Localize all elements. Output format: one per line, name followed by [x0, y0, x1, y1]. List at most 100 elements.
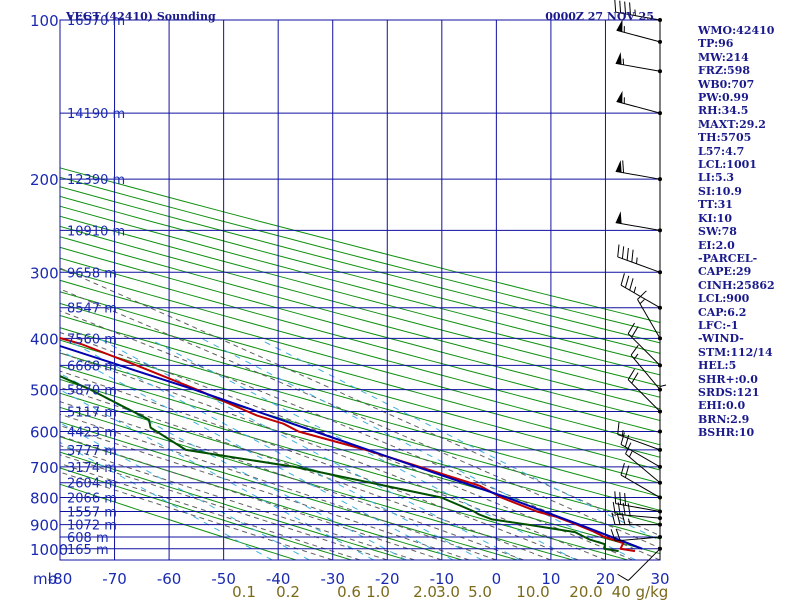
mixing-ratio-label: 0.2 [276, 583, 300, 600]
temperature-tick-label: -10 [430, 570, 455, 588]
pressure-tick-label: 500 [30, 382, 59, 400]
wind-barb-pennant [616, 19, 623, 32]
temperature-tick-label: 20 [596, 570, 615, 588]
index-item: RH:34.5 [698, 104, 749, 118]
mixing-ratio-line [148, 337, 577, 560]
index-item: TH:5705 [698, 131, 752, 145]
pressure-tick-label: 900 [30, 517, 59, 535]
temperature-trace [60, 336, 636, 553]
wind-barb-pennant [615, 211, 622, 224]
height-label: 5870 m [67, 384, 117, 399]
pressure-tick-label: 700 [30, 459, 59, 477]
height-label: 608 m [67, 531, 109, 546]
height-label: 1557 m [67, 505, 117, 520]
wind-barb-flag [614, 0, 617, 13]
index-item: -PARCEL- [698, 251, 758, 265]
index-item: L57:4.7 [698, 144, 745, 158]
dry-adiabat [60, 257, 660, 422]
dry-adiabat [60, 483, 297, 560]
index-item: TP:96 [698, 37, 734, 51]
dry-adiabat [60, 365, 660, 540]
temperature-tick-label: 0 [492, 570, 502, 588]
dry-adiabat [60, 421, 518, 560]
wind-barb-staff [620, 284, 661, 309]
dry-adiabat [60, 225, 660, 387]
wind-barb-pennant [615, 52, 622, 65]
mixing-ratio-label: 0.1 [232, 583, 256, 600]
temperature-tick-label: -50 [211, 570, 236, 588]
height-label: 5117 m [67, 406, 117, 421]
temperature-tick-label: -70 [102, 570, 127, 588]
sounding-traces [60, 336, 643, 553]
temperature-tick-label: -20 [375, 570, 400, 588]
dry-adiabat [60, 268, 660, 434]
wind-barb-halfflag [628, 451, 633, 458]
wind-barb-flag [611, 512, 616, 525]
height-label: 8547 m [67, 302, 117, 317]
index-item: BSHR:10 [698, 426, 755, 440]
wind-barb-staff [627, 333, 661, 366]
stability-indices-list: WMO:42410 TP:96 MW:214 FRZ:598 WB0:707 PW:0.9… [698, 24, 775, 440]
wind-barb [627, 368, 662, 414]
grid-lines [59, 19, 661, 561]
pressure-tick-label: 400 [30, 330, 59, 348]
index-item: CAP:6.2 [698, 305, 747, 319]
adiabat-lines [60, 167, 660, 560]
index-item: KI:10 [698, 211, 733, 225]
dry-adiabat [60, 327, 660, 498]
wind-barb-staff [617, 256, 661, 273]
wind-barb-staff [617, 434, 661, 451]
index-item: FRZ:598 [698, 64, 751, 78]
moist-adiabat [60, 267, 660, 537]
wind-barb [616, 90, 662, 116]
mixing-ratio-label: 20.0 [569, 583, 602, 600]
height-label: 12390 m [67, 173, 125, 188]
wind-barb-staff [620, 474, 661, 498]
wind-barb [637, 290, 662, 341]
height-label: 9658 m [67, 266, 117, 281]
index-item: SRDS:121 [698, 385, 760, 399]
index-item: SHR+:0.0 [698, 372, 758, 386]
index-item: HEL:5 [698, 359, 737, 373]
wind-barb-staff [630, 354, 661, 390]
index-item: LI:5.3 [698, 171, 735, 185]
mixing-ratio-label: 10.0 [516, 583, 549, 600]
pressure-tick-label: 1000 [30, 541, 68, 559]
height-label: 1072 m [67, 519, 117, 534]
wind-barb-flag [627, 322, 635, 334]
wind-barb [658, 384, 667, 434]
dry-adiabat [60, 378, 660, 555]
chart-timestamp: 0000Z 27 NOV 25 [545, 10, 654, 23]
mixing-ratio-line [60, 349, 454, 560]
temperature-tick-label: -60 [157, 570, 182, 588]
mixing-ratio-line [60, 389, 374, 560]
pressure-unit-label: mb [33, 570, 57, 588]
wind-barb-staff [620, 443, 661, 468]
pressure-tick-label: 100 [30, 12, 59, 30]
wind-barb-station [658, 509, 662, 514]
mixing-ratio-label: 3.0 [436, 583, 460, 600]
dry-adiabat [60, 195, 660, 354]
wind-barb-staff [625, 453, 661, 484]
index-item: -WIND- [698, 332, 744, 346]
wind-barb [610, 528, 662, 542]
wind-barb-staff [627, 548, 661, 581]
wind-barb-staff [615, 170, 661, 180]
index-item: TT:31 [698, 198, 733, 212]
wind-barb-flag [614, 491, 617, 504]
wind-barb [614, 0, 662, 22]
wind-barb [620, 273, 662, 310]
wind-barb-staff [616, 29, 661, 43]
index-item: EI:2.0 [698, 238, 735, 252]
dry-adiabat [60, 467, 352, 560]
temperature-tick-label: -40 [266, 570, 291, 588]
temperature-tick-label: 30 [650, 570, 669, 588]
wind-barb [620, 432, 662, 469]
height-label: 6668 m [67, 359, 117, 374]
plot-frame [59, 19, 661, 561]
wind-barb-flag [620, 463, 625, 476]
dry-adiabat [60, 176, 660, 334]
pressure-tick-label: 300 [30, 264, 59, 282]
mixing-ratio-label: 0.6 [337, 583, 361, 600]
